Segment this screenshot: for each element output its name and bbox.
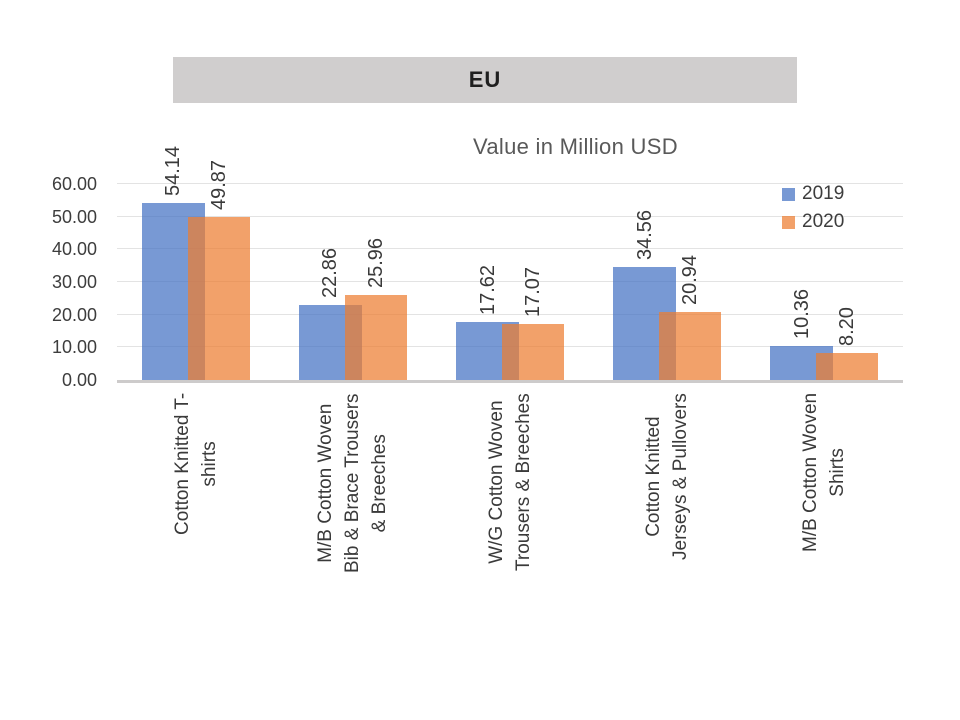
bar-2020 xyxy=(502,324,564,380)
value-label-2020: 8.20 xyxy=(836,307,859,347)
gridline xyxy=(117,248,903,250)
value-label-2019: 54.14 xyxy=(162,146,185,197)
y-tick-label: 0.00 xyxy=(61,370,97,390)
legend-label-2020: 2020 xyxy=(802,211,845,232)
category-label: W/G Cotton Woven Trousers & Breeches xyxy=(486,393,534,571)
value-label-2019: 34.56 xyxy=(633,210,656,261)
bar-2020 xyxy=(344,295,407,380)
gridline xyxy=(117,183,903,184)
category-label: Cotton Knitted Jerseys & Pullovers xyxy=(643,393,692,560)
legend-marker-2020 xyxy=(782,215,795,229)
value-label-2019: 17.62 xyxy=(476,265,499,316)
y-tick-label: 50.00 xyxy=(51,206,97,227)
gridline xyxy=(117,313,903,315)
category-label: Cotton Knitted T-shirts xyxy=(171,392,220,535)
value-label-2020: 25.96 xyxy=(364,238,387,289)
chart-title: EU xyxy=(468,67,502,92)
category-label: M/B Cotton Woven Shirts xyxy=(800,392,849,552)
x-axis-line xyxy=(117,380,903,383)
gridline xyxy=(117,281,903,282)
category-label: M/B Cotton Woven Bib & Brace Trousers & Br… xyxy=(315,393,391,573)
bar-2020 xyxy=(187,217,250,380)
y-tick-label: 10.00 xyxy=(51,337,97,358)
y-tick-label: 20.00 xyxy=(51,304,97,325)
legend-item-2020: 2020 xyxy=(782,211,845,232)
value-label-2020: 20.94 xyxy=(679,254,702,305)
legend-label-2019: 2019 xyxy=(802,183,845,204)
chart-title-banner: EU xyxy=(173,57,797,103)
value-label-2019: 10.36 xyxy=(790,289,813,340)
chart-subtitle: Value in Million USD xyxy=(473,134,678,159)
y-tick-label: 60.00 xyxy=(51,174,97,194)
bar-2020 xyxy=(659,311,722,380)
y-tick-label: 40.00 xyxy=(51,239,97,260)
y-tick-label: 30.00 xyxy=(51,272,97,292)
value-label-2019: 22.86 xyxy=(319,248,342,299)
value-label-2020: 49.87 xyxy=(207,160,230,211)
legend-marker-2019 xyxy=(782,187,795,201)
value-label-2020: 17.07 xyxy=(522,267,544,318)
bar-2020 xyxy=(816,353,879,380)
legend-item-2019: 2019 xyxy=(782,183,845,204)
gridline xyxy=(117,215,903,217)
